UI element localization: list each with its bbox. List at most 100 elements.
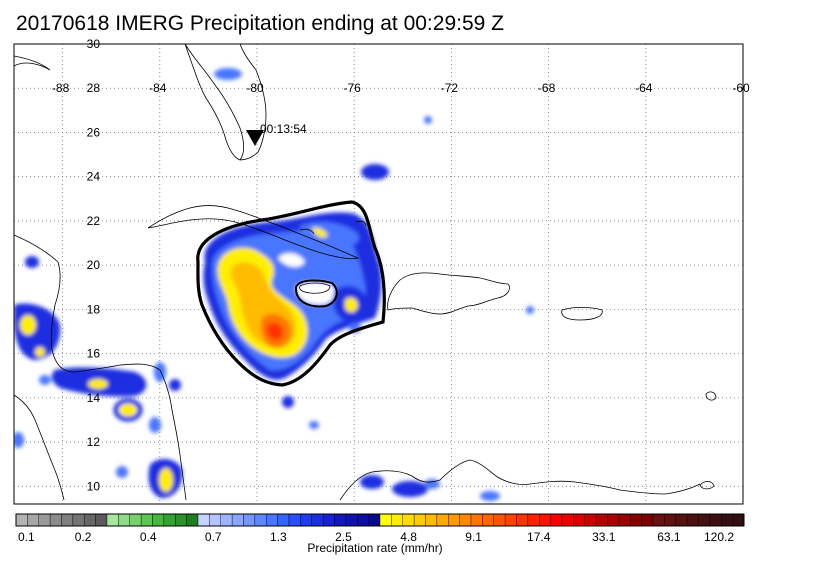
colorbar-swatch	[493, 513, 506, 527]
colorbar-swatch	[732, 513, 745, 527]
lat-label: 12	[87, 435, 101, 449]
colorbar-swatch	[254, 513, 267, 527]
colorbar-swatch	[163, 513, 176, 527]
lon-label: -76	[344, 81, 362, 95]
longitude-labels: -88 -84 -80 -76 -72 -68 -64 -60	[52, 81, 750, 95]
colorbar-swatch	[504, 513, 517, 527]
colorbar-label: 9.1	[465, 530, 482, 544]
colorbar-swatch	[618, 513, 631, 527]
lat-label: 10	[87, 479, 101, 493]
lat-label: 24	[87, 170, 101, 184]
colorbar-label: 63.1	[657, 530, 681, 544]
colorbar-swatch	[288, 513, 301, 527]
lat-label: 16	[87, 347, 101, 361]
colorbar-swatch	[27, 513, 39, 527]
colorbar-label: 0.2	[75, 530, 92, 544]
colorbar-swatch	[527, 513, 540, 527]
latitude-labels: 30 28 26 24 22 20 18 16 14 12 10	[87, 37, 101, 493]
lat-label: 20	[87, 258, 101, 272]
colorbar-swatch	[436, 513, 449, 527]
colorbar-swatch	[61, 513, 74, 527]
colorbar-swatch	[482, 513, 494, 527]
colorbar-swatch	[38, 513, 51, 527]
colorbar-swatch	[516, 513, 529, 527]
lat-label: 22	[87, 214, 101, 228]
colorbar-swatch	[322, 513, 335, 527]
colorbar-swatch	[311, 513, 324, 527]
colorbar-swatch	[209, 513, 221, 527]
colorbar-swatch	[129, 513, 142, 527]
colorbar-swatch	[345, 513, 358, 527]
colorbar-swatch	[425, 513, 438, 527]
colorbar-swatch	[118, 513, 130, 527]
lon-label: -72	[441, 81, 459, 95]
colorbar-swatch	[334, 513, 347, 527]
colorbar-swatch	[357, 513, 369, 527]
colorbar-swatch	[448, 513, 460, 527]
colorbar-swatch	[550, 513, 563, 527]
colorbar-swatch	[413, 513, 426, 527]
colorbar-swatch	[664, 513, 676, 527]
lat-label: 28	[87, 81, 101, 95]
colorbar-swatch	[595, 513, 608, 527]
colorbar-swatch	[15, 513, 28, 527]
colorbar-label: 33.1	[592, 530, 616, 544]
colorbar-swatch	[84, 513, 96, 527]
colorbar-label: 0.7	[205, 530, 222, 544]
colorbar-label: 0.1	[18, 530, 35, 544]
colorbar-swatch	[152, 513, 165, 527]
lon-label: -64	[635, 81, 653, 95]
lat-label: 18	[87, 302, 101, 316]
colorbar-swatch	[277, 513, 290, 527]
colorbar-swatch	[721, 513, 733, 527]
colorbar-swatch	[243, 513, 256, 527]
colorbar-swatch	[72, 513, 85, 527]
colorbar-swatch	[652, 513, 665, 527]
colorbar-swatch	[630, 513, 642, 527]
overpass-time-label: 00:13:54	[260, 122, 307, 136]
colorbar-swatch	[266, 513, 278, 527]
precip-field	[14, 68, 534, 501]
colorbar-swatch	[300, 513, 312, 527]
colorbar-swatch	[106, 513, 119, 527]
lat-label: 26	[87, 125, 101, 139]
colorbar	[15, 513, 745, 527]
colorbar-label: 4.8	[400, 530, 417, 544]
colorbar-label: 17.4	[527, 530, 551, 544]
colorbar-swatch	[675, 513, 688, 527]
plot-frame	[13, 43, 744, 505]
overpass-marker-icon	[246, 130, 264, 146]
colorbar-labels: 0.1 0.2 0.4 0.7 1.3 2.5 4.8 9.1 17.4 33.1 63.1 120.…	[18, 530, 734, 544]
coastlines	[14, 44, 717, 501]
colorbar-swatch	[584, 513, 597, 527]
colorbar-swatch	[641, 513, 654, 527]
colorbar-swatch	[391, 513, 403, 527]
colorbar-label: 0.4	[140, 530, 157, 544]
colorbar-swatch	[686, 513, 699, 527]
colorbar-swatch	[197, 513, 210, 527]
colorbar-swatch	[573, 513, 585, 527]
colorbar-label: 120.2	[704, 530, 734, 544]
colorbar-label: 2.5	[335, 530, 352, 544]
colorbar-label: 1.3	[270, 530, 287, 544]
lat-label: 30	[87, 37, 101, 51]
colorbar-swatch	[49, 513, 62, 527]
lon-label: -80	[246, 81, 264, 95]
colorbar-title: Precipitation rate (mm/hr)	[307, 541, 442, 555]
lon-label: -84	[149, 81, 167, 95]
colorbar-swatch	[186, 513, 199, 527]
colorbar-swatch	[220, 513, 233, 527]
colorbar-swatch	[379, 513, 392, 527]
colorbar-frame	[15, 513, 745, 527]
colorbar-swatch	[175, 513, 187, 527]
colorbar-swatch	[607, 513, 620, 527]
colorbar-swatch	[402, 513, 415, 527]
colorbar-swatch	[470, 513, 483, 527]
colorbar-swatch	[539, 513, 551, 527]
colorbar-swatch	[95, 513, 108, 527]
colorbar-swatch	[231, 513, 244, 527]
colorbar-swatch	[140, 513, 153, 527]
colorbar-swatch	[698, 513, 711, 527]
lon-label: -88	[52, 81, 70, 95]
